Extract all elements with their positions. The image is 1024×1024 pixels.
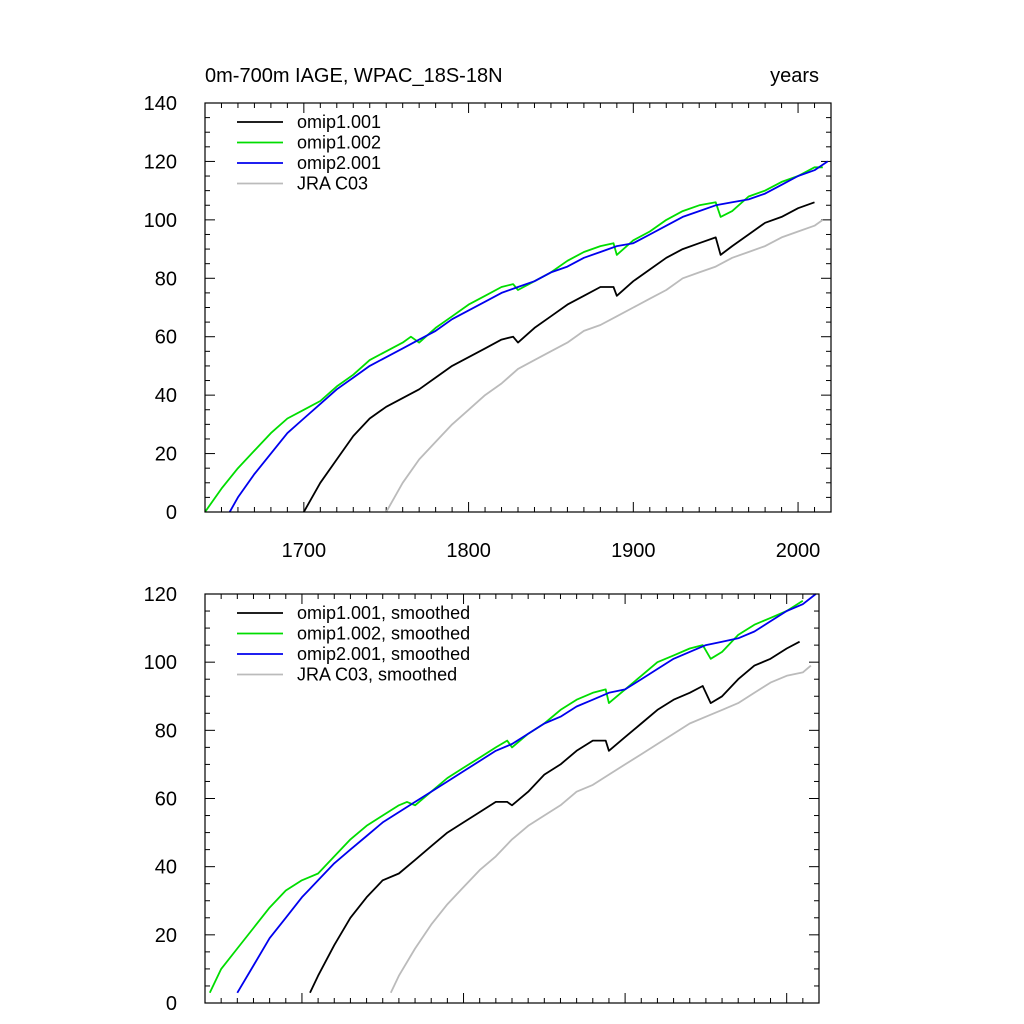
- legend-label: omip1.001: [297, 112, 381, 132]
- bottom-panel-tick-labels: 0 20 40 60 80 100 120: [144, 584, 177, 1015]
- legend-label: omip2.001: [297, 153, 381, 173]
- chart-title: 0m-700m IAGE, WPAC_18S-18N: [205, 65, 503, 87]
- series-line: [208, 600, 804, 994]
- series-line: [204, 166, 823, 513]
- y-tick-label: 20: [155, 925, 177, 947]
- top-panel-tick-labels: 0 20 40 60 80 100 120 140 1700 1800 1900 2000: [144, 93, 821, 562]
- legend-label: omip1.001, smoothed: [297, 603, 470, 623]
- legend-label: omip1.002: [297, 133, 381, 153]
- y-tick-label: 140: [144, 93, 177, 115]
- y-tick-label: 120: [144, 584, 177, 606]
- y-tick-label: 60: [155, 327, 177, 349]
- y-tick-label: 0: [166, 502, 177, 524]
- legend-label: JRA C03, smoothed: [297, 665, 457, 685]
- top-panel-frame: [204, 102, 832, 513]
- legend-label: omip1.002, smoothed: [297, 624, 470, 644]
- top-panel: 0m-700m IAGE, WPAC_18S-18N years 0 20 40 60…: [144, 65, 832, 562]
- series-line: [303, 201, 815, 513]
- x-tick-label: 1900: [611, 540, 656, 562]
- series-line: [389, 664, 812, 994]
- top-panel-series: [204, 160, 829, 513]
- series-line: [228, 160, 829, 513]
- y-tick-label: 100: [144, 210, 177, 232]
- y-tick-label: 40: [155, 857, 177, 879]
- y-tick-label: 40: [155, 385, 177, 407]
- x-tick-label: 2000: [776, 540, 821, 562]
- bottom-panel-frame: [204, 593, 820, 1004]
- series-line: [236, 593, 817, 994]
- legend-label: JRA C03: [297, 174, 368, 194]
- series-line: [385, 219, 824, 513]
- bottom-panel-series: [208, 593, 817, 994]
- y-tick-label: 0: [166, 993, 177, 1015]
- x-tick-label: 1700: [282, 540, 327, 562]
- series-line: [309, 640, 801, 994]
- y-tick-label: 80: [155, 268, 177, 290]
- bottom-panel: 0 20 40 60 80 100 120 omip1.001, smoothedomip1…: [144, 584, 820, 1015]
- y-tick-label: 100: [144, 652, 177, 674]
- y-tick-label: 60: [155, 789, 177, 811]
- legend-label: omip2.001, smoothed: [297, 644, 470, 664]
- y-tick-label: 20: [155, 444, 177, 466]
- x-tick-label: 1800: [446, 540, 491, 562]
- y-tick-label: 120: [144, 151, 177, 173]
- y-tick-label: 80: [155, 720, 177, 742]
- units-label: years: [770, 65, 819, 87]
